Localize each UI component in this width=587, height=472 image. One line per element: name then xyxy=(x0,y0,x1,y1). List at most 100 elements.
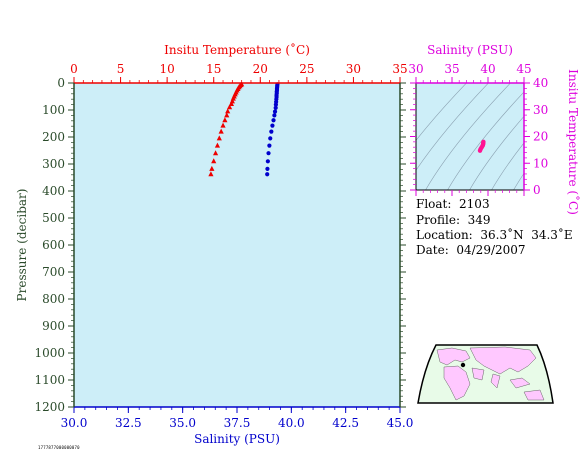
salinity-point xyxy=(273,105,278,110)
profile-axes: 0 5 10 15 20 25 30 35 30.0 32.5 35.0 37.5 40.0 42.5 45… xyxy=(34,62,413,430)
salinity-point xyxy=(265,166,270,171)
pressure-axis-label: Pressure (decibar) xyxy=(15,189,29,302)
ts-marks xyxy=(477,139,486,153)
salinity-tick-label: 42.5 xyxy=(332,416,359,430)
map-border xyxy=(417,344,554,404)
density-contour xyxy=(425,83,511,190)
pressure-tick-label: 1200 xyxy=(34,400,65,414)
continent xyxy=(443,365,471,401)
map-land xyxy=(436,346,545,401)
temperature-tick-label: 35 xyxy=(392,62,407,76)
temperature-point xyxy=(218,128,224,134)
continent xyxy=(490,373,501,389)
salinity-point xyxy=(268,136,273,141)
salinity-point xyxy=(269,129,274,134)
temperature-point xyxy=(209,165,215,171)
salinity-point xyxy=(272,113,277,118)
pressure-tick-label: 500 xyxy=(42,211,65,225)
temperature-point xyxy=(214,142,221,148)
temperature-point xyxy=(220,122,226,128)
profile-plot-area xyxy=(74,83,400,407)
density-contour xyxy=(469,115,524,190)
salinity-point xyxy=(266,151,271,156)
pressure-tick-label: 800 xyxy=(42,292,65,306)
pressure-tick-label: 0 xyxy=(57,76,65,90)
salinity-tick-label: 40.0 xyxy=(278,416,305,430)
ts-x-tick-label: 30 xyxy=(408,62,423,76)
ts-y-tick-label: 10 xyxy=(533,156,548,170)
pressure-tick-label: 1100 xyxy=(34,373,65,387)
salinity-point xyxy=(273,102,279,107)
temperature-tick-label: 20 xyxy=(253,62,268,76)
ts-y-tick-label: 20 xyxy=(533,130,548,144)
salinity-point xyxy=(271,118,276,123)
salinity-point xyxy=(267,143,272,148)
ts-temperature-axis-label: Insitu Temperature (˚C) xyxy=(566,69,581,215)
location: Location: 36.3˚N 34.3˚E xyxy=(416,228,573,242)
temperature-point xyxy=(216,135,222,141)
pressure-tick-label: 600 xyxy=(42,238,65,252)
profile-plot: 0 5 10 15 20 25 30 35 30.0 32.5 35.0 37.5 40.0 42.5 45… xyxy=(15,42,413,446)
ts-y-tick-label: 0 xyxy=(533,183,541,197)
temperature-tick-label: 25 xyxy=(299,62,314,76)
pressure-tick-label: 700 xyxy=(42,265,65,279)
salinity-tick-label: 35.0 xyxy=(169,416,196,430)
temperature-point xyxy=(222,117,228,123)
temperature-tick-label: 30 xyxy=(346,62,361,76)
temperature-point xyxy=(226,104,233,110)
ts-x-tick-label: 45 xyxy=(516,62,531,76)
ts-y-tick-label: 40 xyxy=(533,76,548,90)
contour-group xyxy=(416,83,524,190)
salinity-point xyxy=(272,109,278,114)
float-id: Float: 2103 xyxy=(416,197,490,211)
ts-salinity-axis-label: Salinity (PSU) xyxy=(427,43,513,57)
ts-plot-area xyxy=(416,83,524,190)
temperature-tick-label: 5 xyxy=(117,62,125,76)
continent xyxy=(469,346,537,375)
density-contour xyxy=(447,91,524,190)
density-contour xyxy=(513,172,524,190)
temperature-tick-label: 0 xyxy=(70,62,78,76)
pressure-tick-label: 100 xyxy=(42,103,65,117)
salinity-point xyxy=(265,172,270,177)
salinity-tick-label: 37.5 xyxy=(224,416,251,430)
salinity-axis-label: Salinity (PSU) xyxy=(194,432,280,446)
ts-x-tick-label: 35 xyxy=(444,62,459,76)
salinity-tick-label: 45.0 xyxy=(387,416,414,430)
temperature-tick-label: 10 xyxy=(160,62,175,76)
salinity-tick-label: 32.5 xyxy=(115,416,142,430)
ts-y-tick-label: 30 xyxy=(533,103,548,117)
pressure-tick-label: 1000 xyxy=(34,346,65,360)
pressure-tick-label: 300 xyxy=(42,157,65,171)
continent xyxy=(436,347,471,366)
float-location-marker xyxy=(460,362,466,368)
temperature-point xyxy=(224,112,230,118)
ts-point xyxy=(477,148,483,153)
pressure-tick-label: 900 xyxy=(42,319,65,333)
temperature-point xyxy=(211,158,217,164)
density-contour xyxy=(416,83,489,171)
location-map xyxy=(417,344,554,404)
continent xyxy=(509,377,531,389)
temperature-point xyxy=(208,171,214,177)
footer-stamp: 1777877000000070 xyxy=(38,445,80,450)
profile-marks xyxy=(208,81,280,177)
pressure-tick-label: 400 xyxy=(42,184,65,198)
ts-x-tick-label: 40 xyxy=(480,62,495,76)
salinity-point xyxy=(270,123,275,128)
date: Date: 04/29/2007 xyxy=(416,243,526,257)
salinity-tick-label: 30.0 xyxy=(61,416,88,430)
temperature-point xyxy=(212,150,219,156)
continent xyxy=(523,389,545,401)
salinity-point xyxy=(265,159,270,164)
temperature-point xyxy=(228,101,235,107)
pressure-tick-label: 200 xyxy=(42,130,65,144)
density-contour xyxy=(416,83,467,141)
continent xyxy=(471,367,485,381)
temperature-point xyxy=(225,108,231,114)
profile-number: Profile: 349 xyxy=(416,213,491,227)
density-contours xyxy=(416,83,524,190)
